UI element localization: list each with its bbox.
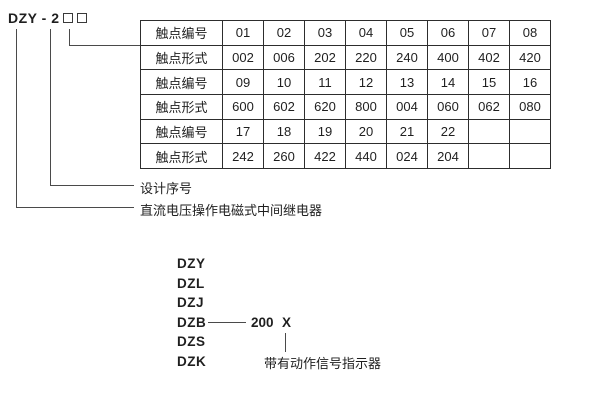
table-cell: 420	[509, 44, 551, 71]
table-cell	[509, 118, 551, 145]
table-cell	[509, 143, 551, 170]
table-cell: 06	[427, 20, 469, 46]
relay-type-label: 直流电压操作电磁式中间继电器	[140, 203, 323, 218]
table-cell: 800	[345, 94, 387, 120]
table-cell: 060	[427, 94, 469, 120]
table-cell: 004	[386, 94, 428, 120]
table-cell: 240	[386, 44, 428, 71]
leader-line-indicator-vertical	[285, 333, 286, 352]
table-cell: 002	[222, 44, 264, 71]
table-cell: 14	[427, 69, 469, 96]
model-placeholder-square	[77, 13, 88, 23]
series-code-dzj: DZJ	[177, 295, 205, 310]
table-cell: 11	[304, 69, 346, 96]
table-cell: 242	[222, 143, 264, 170]
table-cell: 18	[263, 118, 305, 145]
table-cell: 440	[345, 143, 387, 170]
model-code: DZY - 2	[8, 10, 88, 26]
table-row: 触点编号 17 18 19 20 21 22	[140, 118, 551, 145]
table-cell: 220	[345, 44, 387, 71]
table-cell: 080	[509, 94, 551, 120]
leader-line-relay-type-vertical	[16, 29, 17, 207]
table-cell: 422	[304, 143, 346, 170]
row-header: 触点形式	[140, 94, 223, 120]
table-cell: 024	[386, 143, 428, 170]
leader-line-contact-code-horizontal	[69, 45, 140, 46]
table-cell: 03	[304, 20, 346, 46]
table-cell: 204	[427, 143, 469, 170]
table-cell	[468, 118, 510, 145]
table-row: 触点形式 002 006 202 220 240 400 402 420	[140, 44, 551, 71]
row-header: 触点形式	[140, 44, 223, 71]
row-header: 触点编号	[140, 20, 223, 46]
design-serial-label: 设计序号	[140, 181, 193, 196]
table-cell: 04	[345, 20, 387, 46]
table-cell: 01	[222, 20, 264, 46]
model-code-text: DZY - 2	[8, 10, 60, 26]
series-code-dzy: DZY	[177, 256, 206, 271]
table-cell: 602	[263, 94, 305, 120]
table-cell: 600	[222, 94, 264, 120]
dzb-value: 200	[251, 315, 274, 330]
leader-line-relay-type-horizontal	[16, 207, 134, 208]
table-cell: 10	[263, 69, 305, 96]
table-cell: 19	[304, 118, 346, 145]
row-header: 触点编号	[140, 118, 223, 145]
table-row: 触点形式 600 602 620 800 004 060 062 080	[140, 94, 551, 120]
series-code-list: DZY DZL DZJ DZB DZS DZK	[177, 254, 206, 371]
leader-line-design-serial-horizontal	[50, 185, 134, 186]
table-cell: 402	[468, 44, 510, 71]
series-code-dzs: DZS	[177, 334, 206, 349]
table-cell: 17	[222, 118, 264, 145]
series-code-dzb: DZB	[177, 314, 207, 330]
table-cell: 620	[304, 94, 346, 120]
table-cell: 09	[222, 69, 264, 96]
table-cell: 22	[427, 118, 469, 145]
table-row: 触点形式 242 260 422 440 024 204	[140, 143, 551, 170]
table-cell	[468, 143, 510, 170]
table-cell: 260	[263, 143, 305, 170]
contact-code-table: 触点编号 01 02 03 04 05 06 07 08 触点形式 002 00…	[140, 20, 551, 170]
table-cell: 400	[427, 44, 469, 71]
table-cell: 15	[468, 69, 510, 96]
table-cell: 202	[304, 44, 346, 71]
table-cell: 07	[468, 20, 510, 46]
series-code-dzk: DZK	[177, 353, 207, 369]
series-code-dzl: DZL	[177, 275, 205, 291]
row-header: 触点编号	[140, 69, 223, 96]
table-cell: 062	[468, 94, 510, 120]
row-header: 触点形式	[140, 143, 223, 170]
table-row: 触点编号 09 10 11 12 13 14 15 16	[140, 69, 551, 96]
dzb-dash-line	[208, 322, 246, 323]
table-cell: 02	[263, 20, 305, 46]
leader-line-contact-code-vertical	[69, 29, 70, 45]
table-row: 触点编号 01 02 03 04 05 06 07 08	[140, 20, 551, 46]
table-cell: 16	[509, 69, 551, 96]
table-cell: 08	[509, 20, 551, 46]
table-cell: 13	[386, 69, 428, 96]
table-cell: 21	[386, 118, 428, 145]
table-cell: 12	[345, 69, 387, 96]
table-cell: 20	[345, 118, 387, 145]
table-cell: 006	[263, 44, 305, 71]
dzb-variant-x: X	[282, 315, 292, 330]
model-placeholder-square	[63, 13, 74, 23]
indicator-note-label: 带有动作信号指示器	[264, 356, 382, 371]
leader-line-design-serial-vertical	[50, 29, 51, 185]
table-cell: 05	[386, 20, 428, 46]
